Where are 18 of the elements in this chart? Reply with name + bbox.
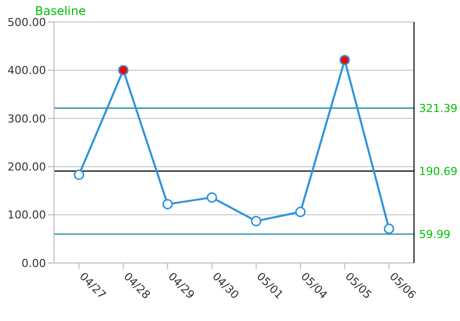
chart-title: Baseline bbox=[35, 4, 86, 18]
y-tick-label: 300.00 bbox=[8, 112, 46, 126]
y-tick-label: 500.00 bbox=[8, 16, 46, 29]
point bbox=[162, 198, 173, 210]
ref-line-label: 321.39 bbox=[419, 102, 458, 115]
point bbox=[118, 64, 129, 76]
ref-line-label: 190.69 bbox=[419, 164, 458, 178]
point bbox=[206, 192, 218, 203]
point bbox=[339, 54, 350, 66]
point bbox=[250, 216, 262, 226]
y-tick-label: 0.00 bbox=[22, 256, 46, 270]
y-tick-label: 100.00 bbox=[8, 208, 46, 222]
point bbox=[295, 206, 306, 218]
ref-line-label: 59.99 bbox=[419, 228, 450, 241]
point bbox=[74, 170, 84, 180]
point bbox=[384, 224, 394, 234]
y-tick-label: 200.00 bbox=[8, 160, 46, 174]
y-tick-label: 400.00 bbox=[8, 64, 46, 78]
